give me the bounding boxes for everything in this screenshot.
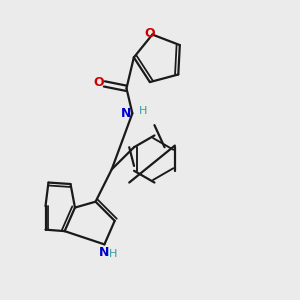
Text: H: H bbox=[109, 249, 117, 259]
Text: N: N bbox=[121, 107, 131, 120]
Text: O: O bbox=[94, 76, 104, 89]
Text: O: O bbox=[144, 27, 155, 40]
Text: H: H bbox=[139, 106, 147, 116]
Text: N: N bbox=[99, 246, 110, 259]
